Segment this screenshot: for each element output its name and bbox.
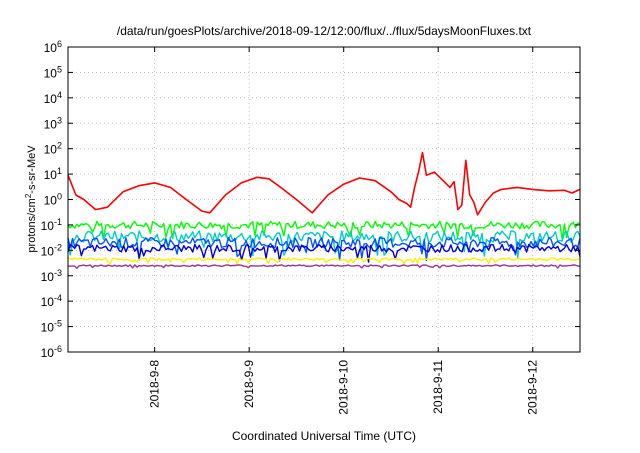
x-axis-label: Coordinated Universal Time (UTC)	[232, 429, 416, 443]
y-tick-label-exp: 2	[57, 141, 62, 151]
y-tick-label-exp: 4	[57, 90, 62, 100]
series-line	[68, 264, 581, 269]
y-tick-label-exp: 1	[57, 166, 62, 176]
y-tick-label: 10-3	[41, 268, 62, 284]
y-axis-label-sup: 2	[24, 193, 33, 198]
y-tick-label-base: 10	[44, 117, 58, 131]
x-tick-label: 2018-9-11	[431, 360, 445, 414]
series-group	[67, 151, 581, 269]
y-tick-label: 10-5	[41, 319, 62, 335]
y-axis-label-base: protons/cm	[26, 198, 38, 252]
y-tick-label-exp: -4	[54, 293, 62, 303]
y-tick-label-base: 10	[44, 194, 58, 208]
x-tick-label: 2018-9-10	[337, 360, 351, 415]
y-tick-label: 10-6	[41, 344, 62, 360]
y-tick-label-exp: 5	[57, 64, 62, 74]
y-tick-label: 10-2	[41, 242, 62, 258]
y-tick-label-exp: -5	[54, 319, 62, 329]
x-tick-label: 2018-9-12	[526, 360, 540, 415]
series-line	[67, 151, 581, 216]
y-tick-label-base: 10	[44, 41, 58, 55]
y-tick-label-exp: 6	[57, 39, 62, 49]
y-tick-label-exp: 0	[57, 192, 62, 202]
y-tick-label-base: 10	[41, 270, 55, 284]
y-tick-label-base: 10	[41, 244, 55, 258]
y-tick-label: 100	[44, 192, 62, 208]
y-tick-label: 105	[44, 64, 62, 80]
y-tick-label-base: 10	[44, 143, 58, 157]
y-tick-label-exp: 3	[57, 115, 62, 125]
y-axis: 10610510410310210110010-110-210-310-410-…	[41, 39, 580, 360]
x-axis: 2018-9-8 2018-9-9 2018-9-10 2018-9-11 2018-9…	[148, 47, 540, 415]
y-axis-label: protons/cm2-s-sr-MeV	[24, 145, 39, 253]
x-tick-label: 2018-9-9	[242, 360, 256, 408]
series-line	[67, 237, 581, 262]
x-tick-label: 2018-9-8	[148, 360, 162, 408]
y-tick-label-exp: -6	[54, 344, 62, 354]
y-tick-label: 101	[44, 166, 62, 182]
series-line	[67, 257, 581, 265]
series-line	[67, 220, 581, 241]
y-tick-label: 106	[44, 39, 62, 55]
series-line	[67, 243, 581, 263]
y-tick-label-base: 10	[41, 346, 55, 360]
y-tick-label-exp: -3	[54, 268, 62, 278]
y-tick-label: 10-1	[41, 217, 62, 233]
y-tick-label-base: 10	[41, 321, 55, 335]
y-tick-label: 102	[44, 141, 62, 157]
y-axis-label-rest: -s-sr-MeV	[26, 145, 38, 194]
chart-title: /data/run/goesPlots/archive/2018-09-12/1…	[117, 24, 532, 38]
y-tick-label: 10-4	[41, 293, 62, 309]
y-tick-label-base: 10	[41, 295, 55, 309]
y-tick-label: 104	[44, 90, 62, 106]
y-tick-label-base: 10	[41, 219, 55, 233]
y-tick-label-base: 10	[44, 92, 58, 106]
y-tick-label-exp: -2	[54, 242, 62, 252]
y-tick-label-base: 10	[44, 168, 58, 182]
y-tick-label: 103	[44, 115, 62, 131]
y-tick-label-base: 10	[44, 66, 58, 80]
y-tick-label-exp: -1	[54, 217, 62, 227]
